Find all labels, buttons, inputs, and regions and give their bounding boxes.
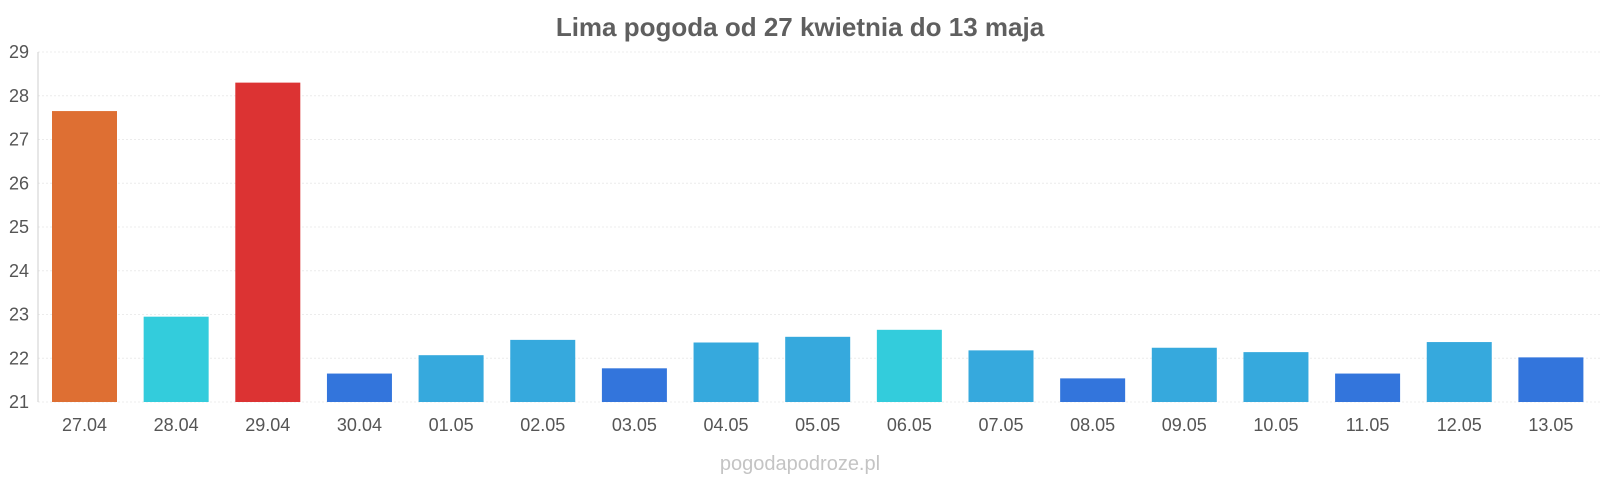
x-tick-label: 06.05 (887, 415, 932, 435)
bar (1335, 373, 1401, 402)
bar (143, 316, 209, 402)
x-tick-label: 03.05 (612, 415, 657, 435)
x-tick-label: 07.05 (978, 415, 1023, 435)
x-tick-label: 28.04 (154, 415, 199, 435)
y-tick-label: 27 (9, 130, 29, 150)
y-tick-label: 29 (9, 42, 29, 62)
x-tick-label: 09.05 (1162, 415, 1207, 435)
bar (510, 339, 576, 402)
x-tick-label: 27.04 (62, 415, 107, 435)
bar (693, 342, 759, 402)
watermark: pogodapodroze.pl (720, 453, 880, 475)
x-tick-label: 11.05 (1346, 415, 1390, 435)
x-tick-label: 02.05 (520, 415, 565, 435)
x-tick-label: 10.05 (1253, 415, 1298, 435)
x-tick-label: 13.05 (1528, 415, 1573, 435)
bar (1243, 352, 1309, 402)
bar (235, 82, 301, 402)
x-tick-label: 08.05 (1070, 415, 1115, 435)
bar (52, 111, 117, 402)
bar (785, 336, 851, 402)
x-tick-label: 12.05 (1437, 415, 1482, 435)
bar (418, 355, 484, 402)
bar (326, 373, 392, 402)
y-tick-label: 21 (9, 392, 29, 412)
y-tick-label: 23 (9, 305, 29, 325)
x-tick-labels: 27.04 28.04 29.04 30.04 01.05 02.05 03.05 04.05… (62, 415, 1573, 435)
bar (968, 350, 1034, 402)
x-tick-label: 05.05 (795, 415, 840, 435)
bar (876, 329, 942, 402)
y-tick-label: 22 (9, 348, 29, 368)
bars (52, 82, 1584, 402)
bar (1518, 357, 1584, 402)
bar (1151, 347, 1217, 402)
x-tick-label: 01.05 (429, 415, 474, 435)
bar (601, 368, 667, 402)
y-tick-label: 25 (9, 217, 29, 237)
x-tick-label: 30.04 (337, 415, 382, 435)
bar (1060, 378, 1126, 402)
bar (1426, 342, 1492, 402)
y-tick-label: 28 (9, 86, 29, 106)
chart-title: Lima pogoda od 27 kwietnia do 13 maja (556, 12, 1045, 42)
x-tick-label: 04.05 (704, 415, 749, 435)
y-tick-label: 24 (9, 261, 29, 281)
x-tick-label: 29.04 (245, 415, 290, 435)
y-tick-labels: 21 22 23 24 25 26 27 28 29 (9, 42, 29, 412)
y-tick-label: 26 (9, 173, 29, 193)
